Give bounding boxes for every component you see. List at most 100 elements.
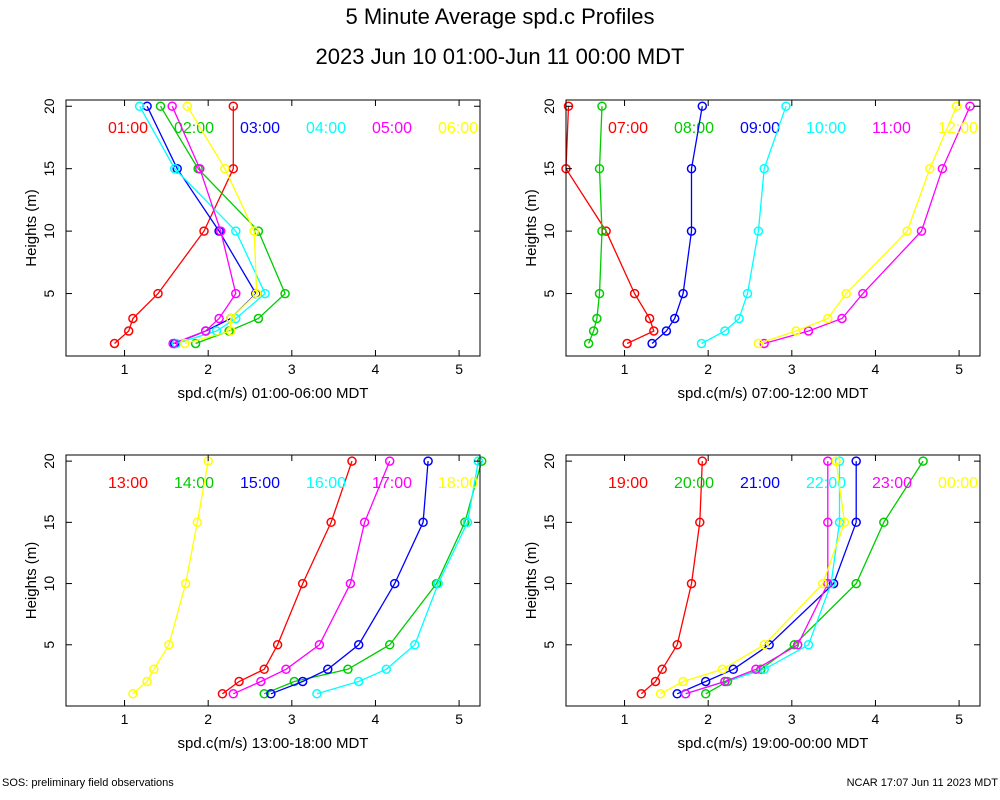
data-point [128,313,138,324]
y-tick-label: 5 [541,289,557,297]
plot-frame [65,99,481,357]
y-tick-label: 20 [541,98,557,114]
data-point [594,163,605,174]
legend-entry-0900: 09:00 [740,120,780,137]
x-tick-label: 5 [455,711,463,727]
data-point [323,664,333,675]
data-point [655,689,666,699]
data-point [717,664,728,675]
data-point [359,517,370,528]
data-point [410,640,420,650]
x-tick-label: 1 [621,361,629,377]
data-point [697,101,708,111]
y-tick-label: 10 [41,576,57,592]
profile-panel-4: 19:00 20:00 21:00 22:00 23:00 00:00 1 2 3 4 5 5 10 15… [523,453,981,752]
data-point [650,676,661,687]
chart-title: 5 Minute Average spd.c Profiles [345,4,655,29]
data-point [297,676,308,687]
data-point [781,101,791,111]
y-axis-label: Heights (m) [23,189,40,267]
data-point [720,676,730,687]
data-point [389,578,400,589]
x-axis-label: spd.c(m/s) 07:00-12:00 MDT [678,385,869,402]
plot-frame [565,454,981,707]
data-point [343,664,353,675]
legend-entry-0500: 05:00 [372,120,412,137]
data-point [592,313,602,324]
data-point [851,456,861,466]
data-point [180,578,191,589]
y-tick-label: 5 [541,641,557,649]
profile-panel-1: 01:00 02:00 03:00 04:00 05:00 06:001 2 3 4 551015… [23,98,481,402]
data-point [657,664,667,675]
data-point [153,288,163,299]
data-point [345,578,356,589]
y-tick-label: 10 [541,223,557,239]
data-point [622,338,632,349]
data-point [791,326,801,336]
legend-entry-1800: 18:00 [438,475,478,492]
plot-frame [65,454,481,707]
x-tick-label: 2 [704,711,712,727]
data-point [353,640,364,650]
data-point [249,226,259,236]
legend-entry-1100: 11:00 [872,120,911,137]
data-point [818,578,828,589]
series-line-1300 [222,460,353,695]
x-tick-label: 4 [372,361,380,377]
data-point [680,689,691,699]
data-point [226,326,236,336]
x-tick-label: 5 [955,361,963,377]
data-point [742,288,753,299]
data-point [753,226,764,236]
data-point [678,288,688,299]
data-point [433,578,443,589]
data-point [720,326,730,336]
data-point [228,689,239,699]
x-axis-label: spd.c(m/s) 01:00-06:00 MDT [178,385,369,402]
data-point [669,313,680,324]
legend-entry-0000: 00:00 [938,475,978,492]
data-point [231,288,241,299]
x-tick-label: 4 [872,361,880,377]
data-point [381,664,392,675]
x-tick-label: 3 [288,361,296,377]
series-line-1700 [233,460,391,695]
data-point [686,578,697,589]
data-point [418,517,428,528]
data-point [253,313,264,324]
data-point [259,689,269,699]
data-point [728,664,739,675]
data-point [597,226,607,236]
data-point [678,676,688,687]
x-tick-label: 4 [872,711,880,727]
y-tick-label: 15 [41,514,57,530]
data-point [823,313,833,324]
data-point [700,689,711,699]
y-axis-label: Heights (m) [23,542,40,620]
data-point [134,101,145,111]
data-point [753,338,764,349]
data-point [228,101,239,111]
data-point [644,313,655,324]
data-point [594,288,605,299]
series-line-0300 [146,105,257,345]
series-line-1200 [758,105,958,345]
data-point [759,640,769,650]
profile-panel-2: 07:00 08:00 09:00 10:00 11:00 12:00 1 2 3 4 5 5 10 15… [523,98,981,402]
x-tick-label: 5 [955,711,963,727]
data-point [686,163,697,174]
data-point [823,578,833,589]
x-tick-label: 3 [288,711,296,727]
data-point [280,288,290,299]
data-point [123,326,134,336]
data-point [128,689,138,699]
data-point [251,288,262,299]
data-point [672,640,682,650]
series-line-0200 [159,105,286,345]
data-point [281,664,291,675]
data-point [696,338,707,349]
data-point [764,640,774,650]
data-point [217,689,228,699]
series-line-0100 [114,106,234,344]
